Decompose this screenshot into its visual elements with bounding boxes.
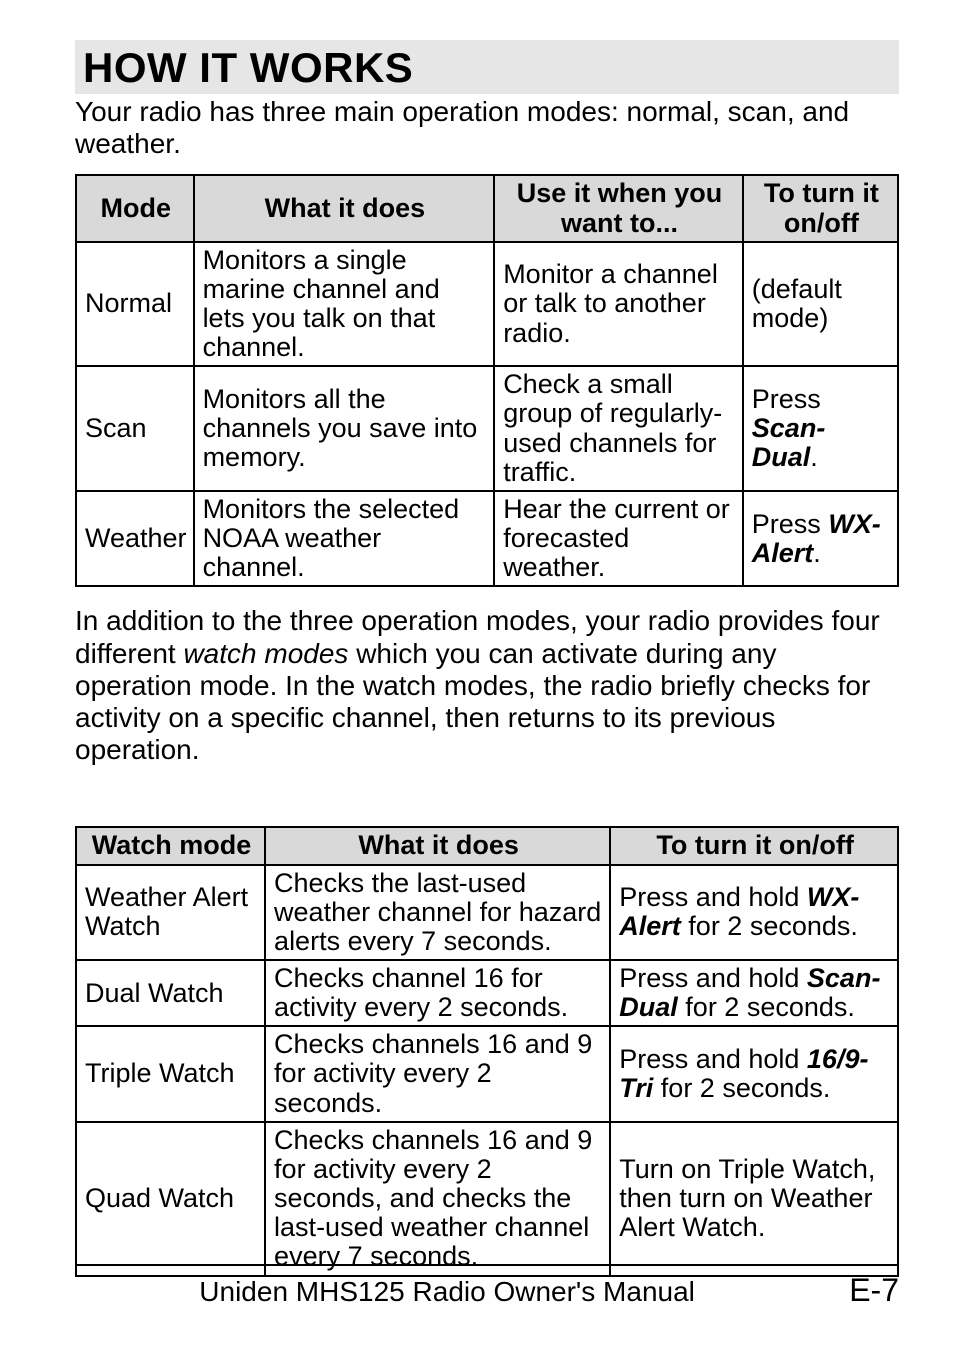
table-header-row: Watch mode What it does To turn it on/of… <box>76 827 898 864</box>
cell-does: Monitors all the channels you save into … <box>194 366 495 491</box>
footer-page-number: E-7 <box>849 1272 899 1309</box>
cell-turn: Press and hold 16/9-Tri for 2 seconds. <box>610 1026 898 1121</box>
footer-manual-title: Uniden MHS125 Radio Owner's Manual <box>75 1276 819 1308</box>
watch-modes-table: Watch mode What it does To turn it on/of… <box>75 826 899 1276</box>
table-row: Dual Watch Checks channel 16 for activit… <box>76 960 898 1026</box>
cell-use: Hear the current or forecasted weather. <box>494 491 743 586</box>
table-row: Quad Watch Checks channels 16 and 9 for … <box>76 1122 898 1276</box>
cell-use: Check a small group of regularly-used ch… <box>494 366 743 491</box>
cell-does: Checks the last-used weather channel for… <box>265 865 610 960</box>
cell-turn: Press and hold Scan-Dual for 2 seconds. <box>610 960 898 1026</box>
table-row: Normal Monitors a single marine channel … <box>76 242 898 367</box>
cell-does: Checks channel 16 for activity every 2 s… <box>265 960 610 1026</box>
cell-watchmode: Dual Watch <box>76 960 265 1026</box>
cell-mode: Normal <box>76 242 194 367</box>
cell-use: Monitor a channel or talk to another rad… <box>494 242 743 367</box>
cell-turn: (default mode) <box>743 242 898 367</box>
cell-turn: Press and hold WX-Alert for 2 seconds. <box>610 865 898 960</box>
modes-table: Mode What it does Use it when you want t… <box>75 174 899 587</box>
cell-turn: Press WX-Alert. <box>743 491 898 586</box>
section-title: HOW IT WORKS <box>83 44 891 92</box>
cell-watchmode: Quad Watch <box>76 1122 265 1276</box>
col-use: Use it when you want to... <box>494 175 743 241</box>
section-title-bar: HOW IT WORKS <box>75 40 899 94</box>
cell-watchmode: Triple Watch <box>76 1026 265 1121</box>
col-mode: Mode <box>76 175 194 241</box>
col-what: What it does <box>194 175 495 241</box>
cell-turn: Turn on Triple Watch, then turn on Weath… <box>610 1122 898 1276</box>
intro-text: Your radio has three main operation mode… <box>75 96 899 160</box>
cell-mode: Scan <box>76 366 194 491</box>
table-row: Weather Monitors the selected NOAA weath… <box>76 491 898 586</box>
col-turn: To turn it on/off <box>610 827 898 864</box>
cell-watchmode: Weather Alert Watch <box>76 865 265 960</box>
table-row: Triple Watch Checks channels 16 and 9 fo… <box>76 1026 898 1121</box>
table-row: Scan Monitors all the channels you save … <box>76 366 898 491</box>
page-footer: Uniden MHS125 Radio Owner's Manual E-7 <box>75 1264 899 1309</box>
table-header-row: Mode What it does Use it when you want t… <box>76 175 898 241</box>
col-what: What it does <box>265 827 610 864</box>
cell-does: Monitors a single marine channel and let… <box>194 242 495 367</box>
cell-does: Checks channels 16 and 9 for activity ev… <box>265 1026 610 1121</box>
cell-turn: Press Scan-Dual. <box>743 366 898 491</box>
cell-mode: Weather <box>76 491 194 586</box>
cell-does: Checks channels 16 and 9 for activity ev… <box>265 1122 610 1276</box>
col-watchmode: Watch mode <box>76 827 265 864</box>
watch-modes-paragraph: In addition to the three operation modes… <box>75 605 899 766</box>
table-row: Weather Alert Watch Checks the last-used… <box>76 865 898 960</box>
col-turn: To turn it on/off <box>743 175 898 241</box>
cell-does: Monitors the selected NOAA weather chann… <box>194 491 495 586</box>
